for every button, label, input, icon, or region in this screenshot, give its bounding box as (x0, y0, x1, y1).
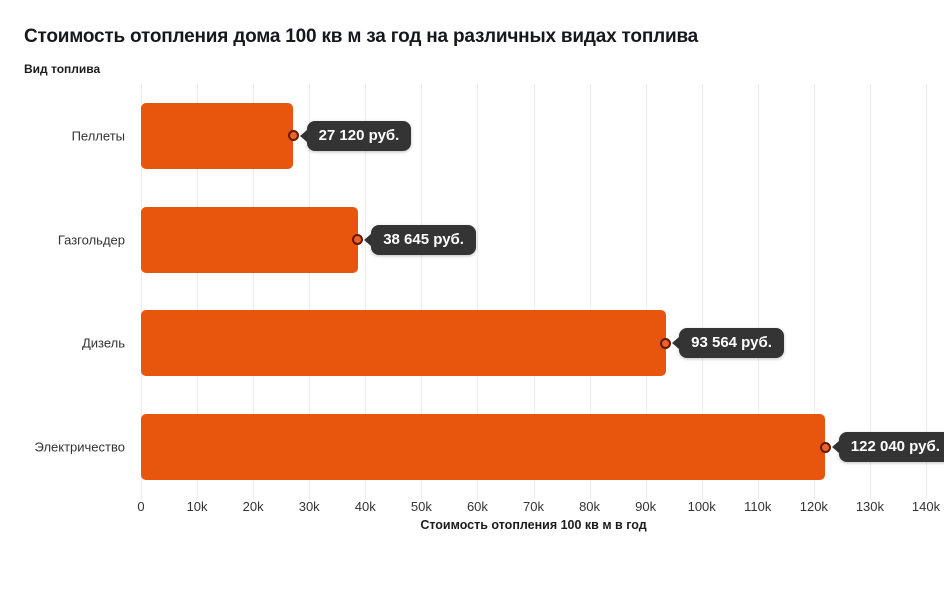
category-label: Газгольдер (57, 232, 125, 248)
gridline (253, 84, 255, 499)
x-tick-label: 120k (799, 499, 828, 514)
bar-row: Пеллеты 27 120 руб. (72, 84, 926, 188)
x-axis-label: Стоимость отопления 100 кв м в год (420, 518, 647, 532)
x-tick-label: 110k (744, 499, 772, 514)
bar-row: Газгольдер 38 645 руб. (58, 188, 926, 292)
value-label: 122 040 руб. (838, 432, 944, 463)
gridline (365, 84, 367, 499)
y-axis-label: Вид топлива (24, 62, 101, 76)
x-tick-label: 10k (186, 499, 208, 514)
tooltip-arrow-icon (299, 129, 307, 142)
data-point-marker-icon (287, 130, 299, 142)
x-tick-label: 100k (687, 499, 716, 514)
x-tick-label: 20k (242, 499, 264, 514)
value-tooltip: 27 120 руб. (287, 120, 412, 151)
gridline (926, 84, 927, 499)
gridline (533, 84, 535, 499)
category-label: Дизель (81, 335, 125, 351)
data-point-marker-icon (660, 337, 672, 349)
x-tick-label: 60k (466, 499, 488, 514)
x-tick-label: 40k (354, 499, 376, 514)
x-axis-ticks: 0 10k 20k 30k 40k 50k 60k 70k 80k 90k 100k 110k 120k… (137, 499, 940, 515)
value-label: 93 564 руб. (679, 328, 784, 359)
gridline (421, 84, 423, 499)
category-label: Электричество (34, 439, 125, 455)
x-tick-label: 0 (137, 499, 145, 514)
gridline (309, 84, 311, 499)
gridline (701, 84, 703, 499)
bar-пеллеты[interactable] (141, 102, 294, 169)
x-tick-label: 140k (911, 499, 941, 514)
gridline (813, 84, 815, 499)
x-tick-label: 80k (579, 499, 601, 514)
category-label: Пеллеты (71, 128, 125, 144)
bar-газгольдер[interactable] (141, 206, 358, 273)
data-point-marker-icon (819, 441, 831, 453)
value-tooltip: 93 564 руб. (660, 328, 784, 359)
gridline (757, 84, 759, 499)
x-tick-label: 70k (523, 499, 544, 514)
bar-row: Электричество 122 040 руб. (35, 395, 944, 499)
tooltip-arrow-icon (831, 441, 839, 454)
bar-электричество[interactable] (141, 414, 826, 481)
value-tooltip: 38 645 руб. (352, 224, 476, 255)
x-tick-label: 30k (298, 499, 320, 514)
gridline (869, 84, 871, 499)
gridline (645, 84, 647, 499)
data-point-marker-icon (352, 234, 364, 246)
tooltip-arrow-icon (364, 233, 372, 246)
x-tick-label: 50k (410, 499, 432, 514)
x-tick-label: 90k (635, 499, 657, 514)
bar-row: Дизель 93 564 руб. (82, 292, 926, 396)
chart-title: Стоимость отопления дома 100 кв м за год… (24, 26, 699, 47)
x-tick-label: 130k (855, 499, 885, 514)
gridline (141, 84, 142, 499)
bar-дизель[interactable] (141, 310, 666, 377)
gridline (589, 84, 591, 499)
tooltip-arrow-icon (672, 337, 680, 350)
value-label: 27 120 руб. (306, 120, 412, 151)
value-tooltip: 122 040 руб. (819, 432, 944, 463)
gridline (477, 84, 479, 499)
value-label: 38 645 руб. (371, 224, 476, 255)
plot-area: Пеллеты 27 120 руб. Газгольдер 38 645 руб. Д… (35, 84, 944, 499)
gridline (197, 84, 199, 499)
